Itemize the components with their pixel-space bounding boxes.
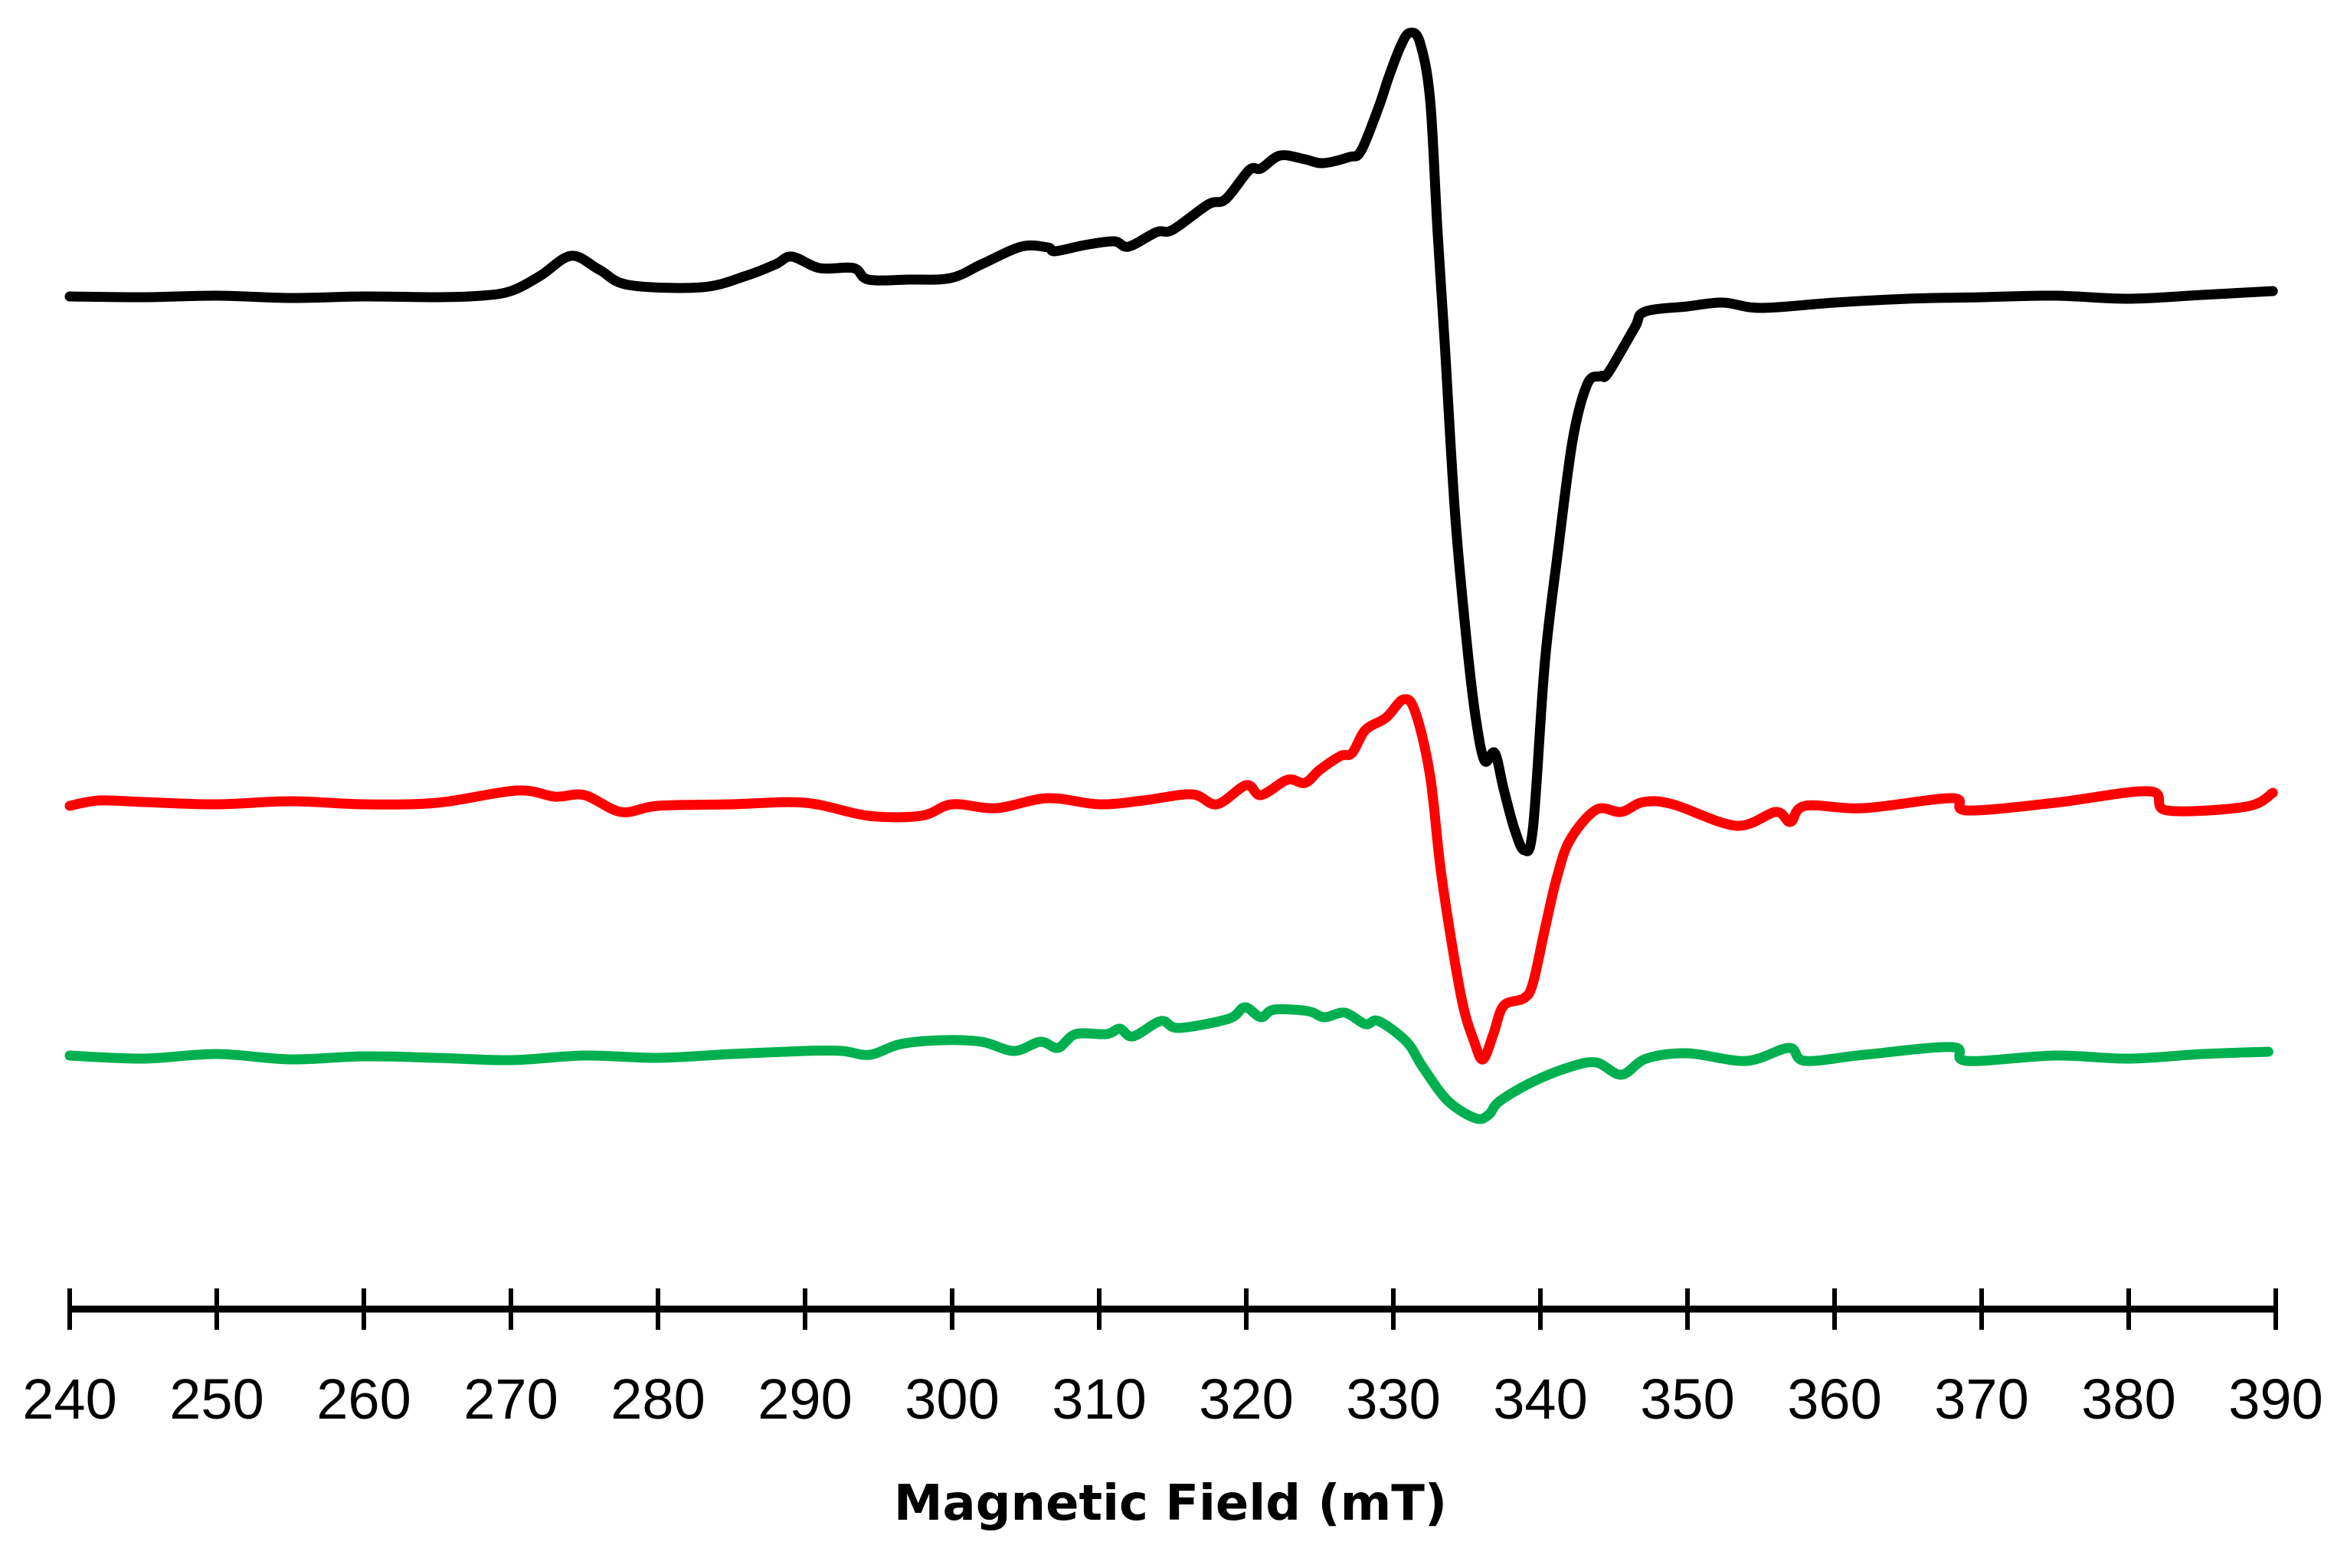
x-tick-label: 290: [758, 1367, 852, 1431]
x-tick-label: 270: [463, 1367, 558, 1431]
x-axis-ticks: [67, 1288, 2278, 1330]
black-trace-line: [64, 28, 2278, 856]
x-tick-label: 330: [1346, 1367, 1440, 1431]
x-tick-label: 250: [169, 1367, 264, 1431]
x-tick-label: 380: [2081, 1367, 2175, 1431]
x-tick-label: 300: [905, 1367, 999, 1431]
x-tick-label: 360: [1787, 1367, 1881, 1431]
x-axis-tick-labels: 240 250 260 270 280 290 300 310 320 330 340 350 360 3…: [22, 1367, 2322, 1431]
x-tick-label: 370: [1934, 1367, 2028, 1431]
spectrum-traces: [64, 28, 2278, 1124]
x-tick-label: 310: [1052, 1367, 1146, 1431]
x-tick-label: 390: [2228, 1367, 2322, 1431]
x-tick-label: 280: [610, 1367, 705, 1431]
x-tick-label: 240: [22, 1367, 116, 1431]
green-trace-line: [64, 1002, 2273, 1124]
red-trace-line: [64, 694, 2278, 1065]
x-tick-label: 340: [1493, 1367, 1587, 1431]
x-tick-label: 260: [316, 1367, 411, 1431]
x-tick-label: 320: [1199, 1367, 1293, 1431]
x-axis-title: Magnetic Field (mT): [894, 1475, 1447, 1532]
x-tick-label: 350: [1640, 1367, 1734, 1431]
x-axis: 240 250 260 270 280 290 300 310 320 330 340 350 360 3…: [22, 1288, 2323, 1431]
